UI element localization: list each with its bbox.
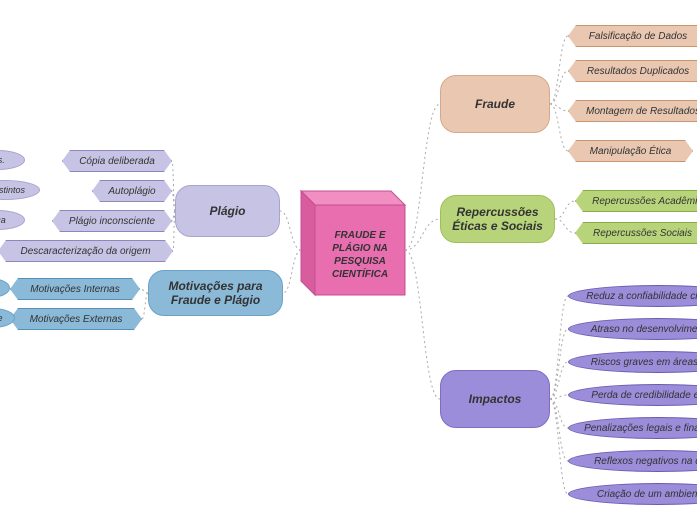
branch-impactos: Impactos	[440, 370, 550, 428]
branch-fraude: Fraude	[440, 75, 550, 133]
child-motivacoes-1: Motivações Externas	[10, 308, 142, 330]
child-fraude-3: Manipulação Ética	[568, 140, 693, 162]
farchild-plagio-2: ítica	[0, 210, 25, 230]
child-impactos-0: Reduz a confiabilidade científica	[568, 285, 697, 307]
branch-repercussoes: Repercussões Éticas e Sociais	[440, 195, 555, 243]
central-node: FRAUDE E PLÁGIO NA PESQUISA CIENTÍFICA	[320, 220, 400, 290]
child-fraude-1: Resultados Duplicados	[568, 60, 697, 82]
branch-motivacoes: Motivações para Fraude e Plágio	[148, 270, 283, 316]
farchild-motivacoes-1: dade	[0, 308, 15, 328]
child-plagio-2: Plágio inconsciente	[52, 210, 172, 232]
child-impactos-1: Atraso no desenvolvimento da	[568, 318, 697, 340]
child-fraude-0: Falsificação de Dados	[568, 25, 697, 47]
child-plagio-3: Descaracterização da origem	[0, 240, 173, 262]
child-repercussoes-1: Repercussões Sociais	[575, 222, 697, 244]
child-plagio-1: Autoplágio	[92, 180, 172, 202]
child-impactos-3: Perda de credibilidade e reput	[568, 384, 697, 406]
farchild-motivacoes-0: de	[0, 278, 10, 298]
farchild-plagio-0: tos.	[0, 150, 25, 170]
child-repercussoes-0: Repercussões Acadêmicas	[575, 190, 697, 212]
child-impactos-5: Reflexos negativos na qualid	[568, 450, 697, 472]
branch-plagio: Plágio	[175, 185, 280, 237]
child-impactos-4: Penalizações legais e financeiras	[568, 417, 697, 439]
child-plagio-0: Cópia deliberada	[62, 150, 172, 172]
child-impactos-2: Riscos graves em áreas como	[568, 351, 697, 373]
child-impactos-6: Criação de um ambiente ac	[568, 483, 697, 505]
farchild-plagio-1: s distintos	[0, 180, 40, 200]
child-fraude-2: Montagem de Resultados	[568, 100, 697, 122]
child-motivacoes-0: Motivações Internas	[10, 278, 140, 300]
